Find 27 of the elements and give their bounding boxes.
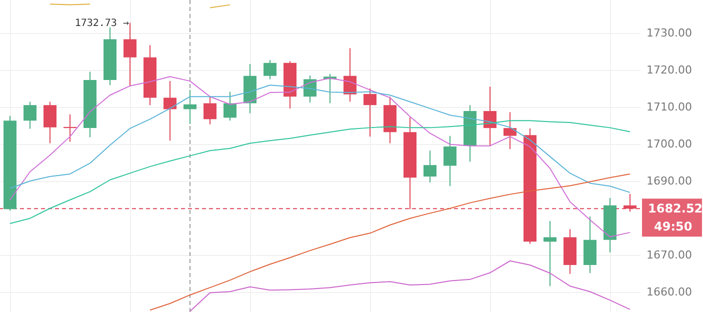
candlestick	[364, 88, 376, 138]
candlestick	[24, 101, 36, 130]
candlestick	[204, 96, 216, 125]
candlestick	[444, 135, 456, 187]
candlestick	[184, 89, 196, 124]
text: 49:50	[654, 220, 692, 234]
candlestick	[124, 22, 136, 86]
annotation: 1732.73 →	[74, 18, 129, 29]
line-series	[10, 76, 630, 238]
y-tick-label: 1660.00	[646, 286, 692, 299]
candlestick	[424, 150, 436, 183]
candlestick	[504, 112, 516, 150]
y-tick-label: 1710.00	[646, 100, 692, 114]
y-tick-label: 1690.00	[646, 174, 692, 188]
y-tick-label: 1670.00	[646, 248, 692, 262]
y-tick-label: 1700.00	[646, 137, 692, 150]
candlestick	[224, 91, 236, 122]
candlestick	[544, 220, 556, 287]
ref-line-label: 1682.52	[648, 202, 703, 216]
y-tick-label: 1720.00	[646, 63, 692, 76]
line-series	[190, 260, 630, 312]
line-series	[150, 173, 630, 311]
candlestick	[44, 101, 56, 144]
y-tick-label: 1730.00	[646, 26, 692, 40]
candlestick	[164, 80, 176, 142]
candlestick	[64, 114, 76, 142]
candlestick	[264, 59, 276, 80]
